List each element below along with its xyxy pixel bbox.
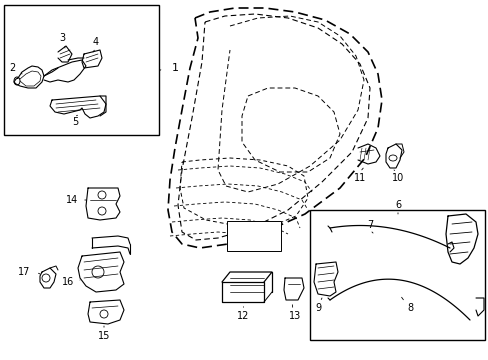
Text: 10: 10	[391, 173, 403, 183]
Text: 15: 15	[98, 331, 110, 341]
Text: 14: 14	[66, 195, 78, 205]
Text: 6: 6	[394, 200, 400, 210]
FancyBboxPatch shape	[309, 210, 484, 340]
FancyBboxPatch shape	[4, 5, 159, 135]
Text: 5: 5	[72, 117, 78, 127]
Text: 11: 11	[353, 173, 366, 183]
Text: 4: 4	[93, 37, 99, 47]
Text: 9: 9	[314, 303, 321, 313]
Text: 8: 8	[406, 303, 412, 313]
Text: 3: 3	[59, 33, 65, 43]
Text: 17: 17	[18, 267, 30, 277]
Text: 12: 12	[236, 311, 249, 321]
Text: 13: 13	[288, 311, 301, 321]
Text: 16: 16	[62, 277, 74, 287]
Text: 1: 1	[171, 63, 178, 73]
FancyBboxPatch shape	[226, 221, 281, 251]
Text: 7: 7	[366, 220, 372, 230]
Text: 2: 2	[9, 63, 15, 73]
